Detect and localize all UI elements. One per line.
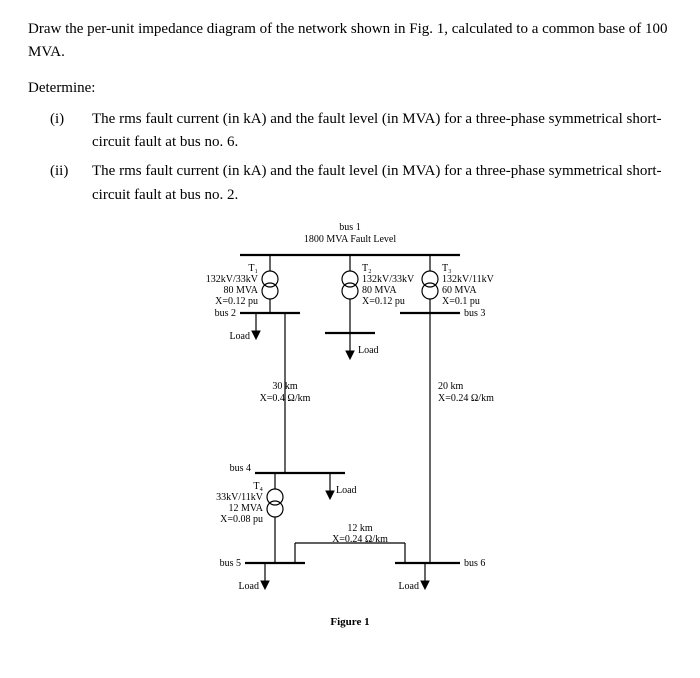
determine-label: Determine: [28,77,672,100]
line36-x: X=0.24 Ω/km [438,393,494,404]
figure: bus 1 1800 MVA Fault Level T₁ 132kV/33kV… [28,213,672,643]
arrow-icon [252,331,260,339]
figure-caption: Figure 1 [330,616,369,628]
load-label: Load [398,581,419,592]
line56-x: X=0.24 Ω/km [332,534,388,545]
t2-name: T₂ [362,263,372,274]
t3-v: 132kV/11kV [442,274,495,285]
load-label: Load [358,345,379,356]
load-label: Load [229,331,250,342]
transformer-icon [342,283,358,299]
t1-name: T₁ [248,263,258,274]
t2-mva: 80 MVA [362,285,397,296]
t1-x: X=0.12 pu [215,296,258,307]
line24-len: 30 km [272,381,298,392]
arrow-icon [421,581,429,589]
bus2-label: bus 2 [215,308,236,319]
transformer-icon [422,283,438,299]
line56-len: 12 km [347,523,373,534]
bus5-label: bus 5 [220,558,241,569]
item-text: The rms fault current (in kA) and the fa… [92,160,672,207]
t4-x: X=0.08 pu [220,514,263,525]
t4-v: 33kV/11kV [216,492,264,503]
t1-v: 132kV/33kV [206,274,259,285]
t3-x: X=0.1 pu [442,296,480,307]
line24-x: X=0.4 Ω/km [260,393,311,404]
bus3-label: bus 3 [464,308,485,319]
t1-mva: 80 MVA [223,285,258,296]
item-number: (i) [50,108,92,155]
load-label: Load [336,485,357,496]
t2-v: 132kV/33kV [362,274,415,285]
network-diagram: bus 1 1800 MVA Fault Level T₁ 132kV/33kV… [150,213,550,643]
t3-name: T₃ [442,263,452,274]
arrow-icon [326,491,334,499]
t3-mva: 60 MVA [442,285,477,296]
t4-name: T₄ [253,481,263,492]
transformer-icon [267,501,283,517]
transformer-icon [262,283,278,299]
line36-len: 20 km [438,381,464,392]
list-item: (ii) The rms fault current (in kA) and t… [28,160,672,207]
bus4-label: bus 4 [230,463,251,474]
t2-x: X=0.12 pu [362,296,405,307]
arrow-icon [261,581,269,589]
arrow-icon [346,351,354,359]
load-label: Load [238,581,259,592]
item-text: The rms fault current (in kA) and the fa… [92,108,672,155]
bus1-label: bus 1 [339,222,360,233]
bus6-label: bus 6 [464,558,485,569]
t4-mva: 12 MVA [228,503,263,514]
item-number: (ii) [50,160,92,207]
intro-text: Draw the per-unit impedance diagram of t… [28,18,672,65]
bus1-sub: 1800 MVA Fault Level [304,234,397,245]
list-item: (i) The rms fault current (in kA) and th… [28,108,672,155]
